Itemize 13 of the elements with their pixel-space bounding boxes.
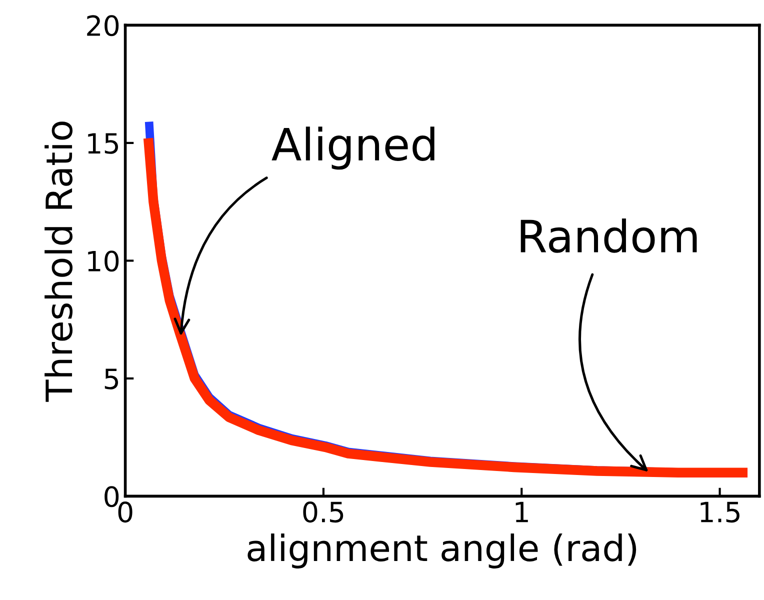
x-tick-label: 1.5 [700, 502, 740, 523]
y-tick-label: 0 [104, 486, 119, 508]
y-tick-label: 5 [104, 368, 118, 390]
y-tick-label: 10 [88, 250, 119, 272]
annotation: Aligned [272, 126, 434, 170]
x-tick-label: 0.5 [303, 502, 344, 523]
annotation: Random [520, 218, 697, 253]
x-tick-label: 1 [516, 502, 528, 522]
y-axis-title: Threshold Ratio [44, 122, 73, 402]
y-tick-label: 15 [88, 133, 118, 154]
x-axis-title: alignment angle (rad) [248, 534, 636, 568]
y-tick-label: 20 [87, 15, 119, 36]
x-tick-label: 0 [118, 502, 132, 523]
